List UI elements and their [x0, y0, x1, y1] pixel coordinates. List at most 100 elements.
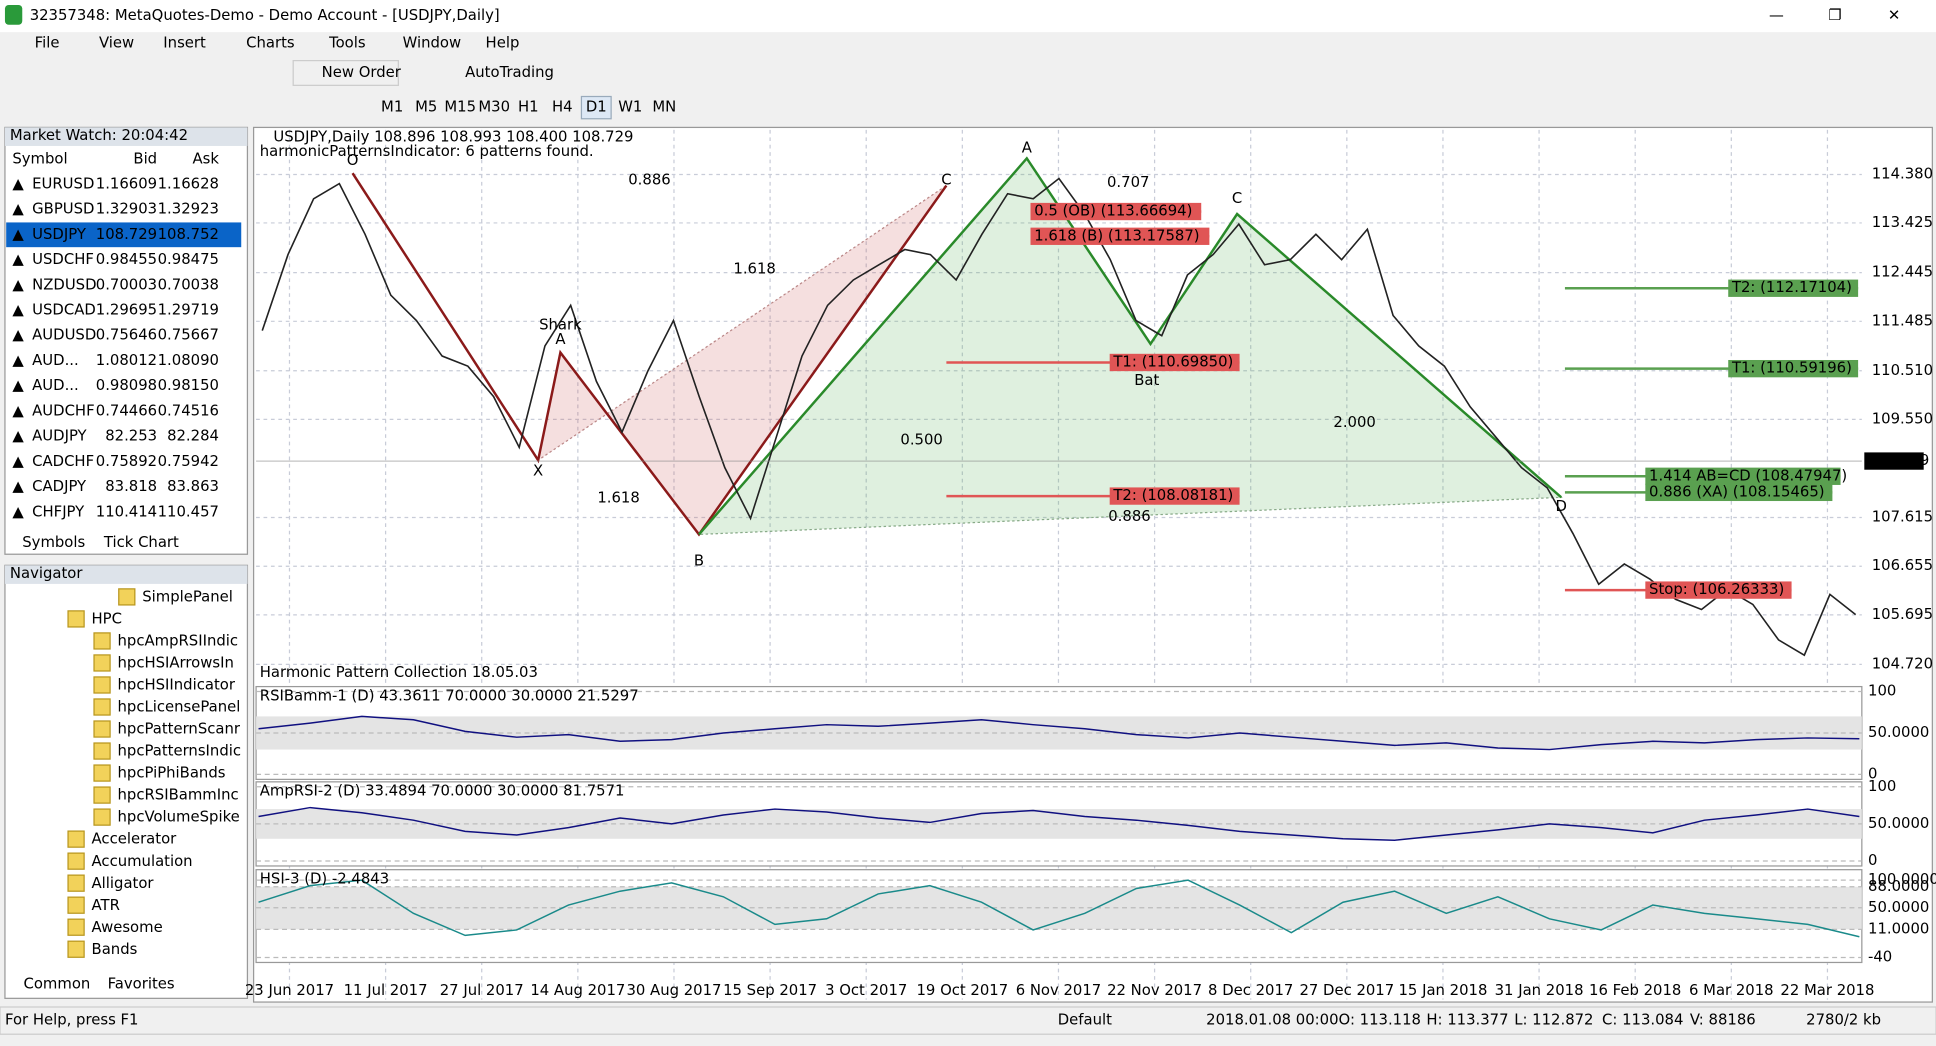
market-cell[interactable]: 1.16628	[158, 175, 219, 192]
market-cell[interactable]: 82.253	[105, 428, 157, 445]
market-cell[interactable]: CADJPY	[32, 478, 87, 495]
market-cell[interactable]: 108.729	[96, 226, 157, 243]
market-cell[interactable]: 0.98475	[158, 251, 219, 268]
market-cell[interactable]: 83.818	[105, 478, 157, 495]
market-cell[interactable]: 110.457	[158, 503, 219, 520]
navigator-item[interactable]: Bands	[92, 941, 138, 958]
timeframe-button[interactable]: W1	[618, 99, 642, 116]
status-item: For Help, press F1	[5, 1012, 139, 1029]
navigator-item[interactable]: Awesome	[92, 919, 163, 936]
market-cell[interactable]: USDJPY	[32, 226, 87, 243]
menu-item[interactable]: Tools	[328, 34, 366, 51]
market-cell[interactable]: 82.284	[167, 428, 219, 445]
market-cell[interactable]: GBPUSD	[32, 201, 94, 218]
window-button[interactable]: ✕	[1888, 7, 1900, 24]
market-cell[interactable]: 1.29695	[96, 302, 157, 319]
market-cell[interactable]: AUDUSD	[32, 327, 96, 344]
market-cell[interactable]: 1.16609	[96, 175, 157, 192]
market-cell[interactable]: 0.74466	[96, 402, 157, 419]
market-cell[interactable]: CHFJPY	[32, 503, 85, 520]
navigator-item[interactable]: hpcHSIArrowsIn	[118, 655, 234, 672]
auto-trading-button[interactable]: AutoTrading	[465, 64, 554, 81]
menu-item[interactable]: View	[99, 34, 134, 51]
market-cell[interactable]: 0.75646	[96, 327, 157, 344]
navigator-item[interactable]: hpcRSIBammInc	[118, 787, 239, 804]
indicator-band	[256, 886, 1862, 930]
market-cell[interactable]: 110.414	[96, 503, 157, 520]
market-cell[interactable]: AUDJPY	[32, 428, 87, 445]
timeframe-button[interactable]: H1	[518, 99, 539, 116]
navigator-item[interactable]: hpcLicensePanel	[118, 699, 241, 716]
navigator-item[interactable]: Alligator	[92, 875, 155, 892]
trend-arrow: ▲	[12, 402, 24, 419]
market-cell[interactable]: 0.75942	[158, 453, 219, 470]
panel-tab[interactable]: Favorites	[108, 976, 175, 993]
market-cell[interactable]: 0.70003	[96, 276, 157, 293]
navigator-item[interactable]: hpcPatternScanr	[118, 721, 241, 738]
navigator-item[interactable]: Accumulation	[92, 853, 193, 870]
market-cell[interactable]: CADCHF	[32, 453, 94, 470]
navigator-item[interactable]: hpcPatternsIndic	[118, 743, 242, 760]
window-button[interactable]: ❐	[1828, 7, 1841, 24]
level-box	[1728, 279, 1859, 297]
nav-icon	[67, 610, 85, 628]
date-label: 27 Dec 2017	[1299, 982, 1394, 999]
market-cell[interactable]: AUD...	[32, 377, 79, 394]
timeframe-button[interactable]: H4	[552, 99, 573, 116]
panel-tab[interactable]: Common	[24, 976, 91, 993]
panel-tab[interactable]: Symbols	[22, 534, 85, 551]
market-cell[interactable]: 1.08012	[96, 352, 157, 369]
timeframe-button[interactable]: MN	[652, 99, 676, 116]
level-box	[1645, 483, 1833, 502]
level-label: T2: (108.08181)	[1112, 487, 1233, 504]
market-cell[interactable]: 108.752	[158, 226, 219, 243]
market-cell[interactable]: AUDCHF	[32, 402, 94, 419]
market-cell[interactable]: 0.75667	[158, 327, 219, 344]
market-cell[interactable]: 1.08090	[158, 352, 219, 369]
market-cell[interactable]: 0.98455	[96, 251, 157, 268]
market-cell[interactable]: 83.863	[167, 478, 219, 495]
toolbar-button[interactable]	[292, 59, 399, 86]
market-cell[interactable]: USDCHF	[32, 251, 94, 268]
price-tick-label: 111.485	[1872, 312, 1933, 329]
timeframe-button[interactable]: D1	[586, 99, 607, 116]
market-cell[interactable]: 0.75892	[96, 453, 157, 470]
navigator-item[interactable]: HPC	[92, 611, 122, 628]
market-cell[interactable]: 0.70038	[158, 276, 219, 293]
navigator-item[interactable]: SimplePanel	[142, 589, 233, 606]
market-cell[interactable]: 1.32923	[158, 201, 219, 218]
window-button[interactable]: —	[1769, 7, 1784, 24]
navigator-item[interactable]: hpcHSIIndicator	[118, 677, 236, 694]
market-cell[interactable]: EURUSD	[32, 175, 94, 192]
navigator-item[interactable]: hpcVolumeSpike	[118, 809, 240, 826]
panel-header	[4, 127, 248, 146]
menu-item[interactable]: Window	[403, 34, 461, 51]
new-order-button[interactable]: New Order	[322, 64, 402, 81]
market-cell[interactable]: 0.74516	[158, 402, 219, 419]
navigator-item[interactable]: hpcPiPhiBands	[118, 765, 226, 782]
menu-item[interactable]: Charts	[246, 34, 294, 51]
market-cell[interactable]: 0.98150	[158, 377, 219, 394]
timeframe-button[interactable]: M30	[478, 99, 510, 116]
menu-item[interactable]: Help	[486, 34, 520, 51]
market-cell[interactable]: AUD...	[32, 352, 79, 369]
market-cell[interactable]: USDCAD	[32, 302, 96, 319]
market-cell[interactable]: 1.29719	[158, 302, 219, 319]
market-cell[interactable]: 1.32903	[96, 201, 157, 218]
indicator-tick: 50.0000	[1868, 815, 1929, 832]
menu-item[interactable]: Insert	[163, 34, 206, 51]
indicator-label: HSI-3 (D) -2.4843	[260, 871, 389, 888]
timeframe-button[interactable]: M15	[444, 99, 476, 116]
panel-tab[interactable]: Tick Chart	[103, 534, 179, 551]
market-cell[interactable]: NZDUSD	[32, 276, 96, 293]
timeframe-button[interactable]: M1	[381, 99, 403, 116]
market-cell[interactable]: 0.98098	[96, 377, 157, 394]
timeframe-button[interactable]: M5	[415, 99, 437, 116]
navigator-item[interactable]: ATR	[92, 897, 120, 914]
indicator-line	[258, 879, 1860, 938]
navigator-item[interactable]: hpcAmpRSIIndic	[118, 633, 239, 650]
indicator-line	[258, 715, 1860, 751]
navigator-item[interactable]: Accelerator	[92, 831, 178, 848]
price-tick-label: 112.445	[1872, 264, 1933, 281]
menu-item[interactable]: File	[35, 34, 60, 51]
